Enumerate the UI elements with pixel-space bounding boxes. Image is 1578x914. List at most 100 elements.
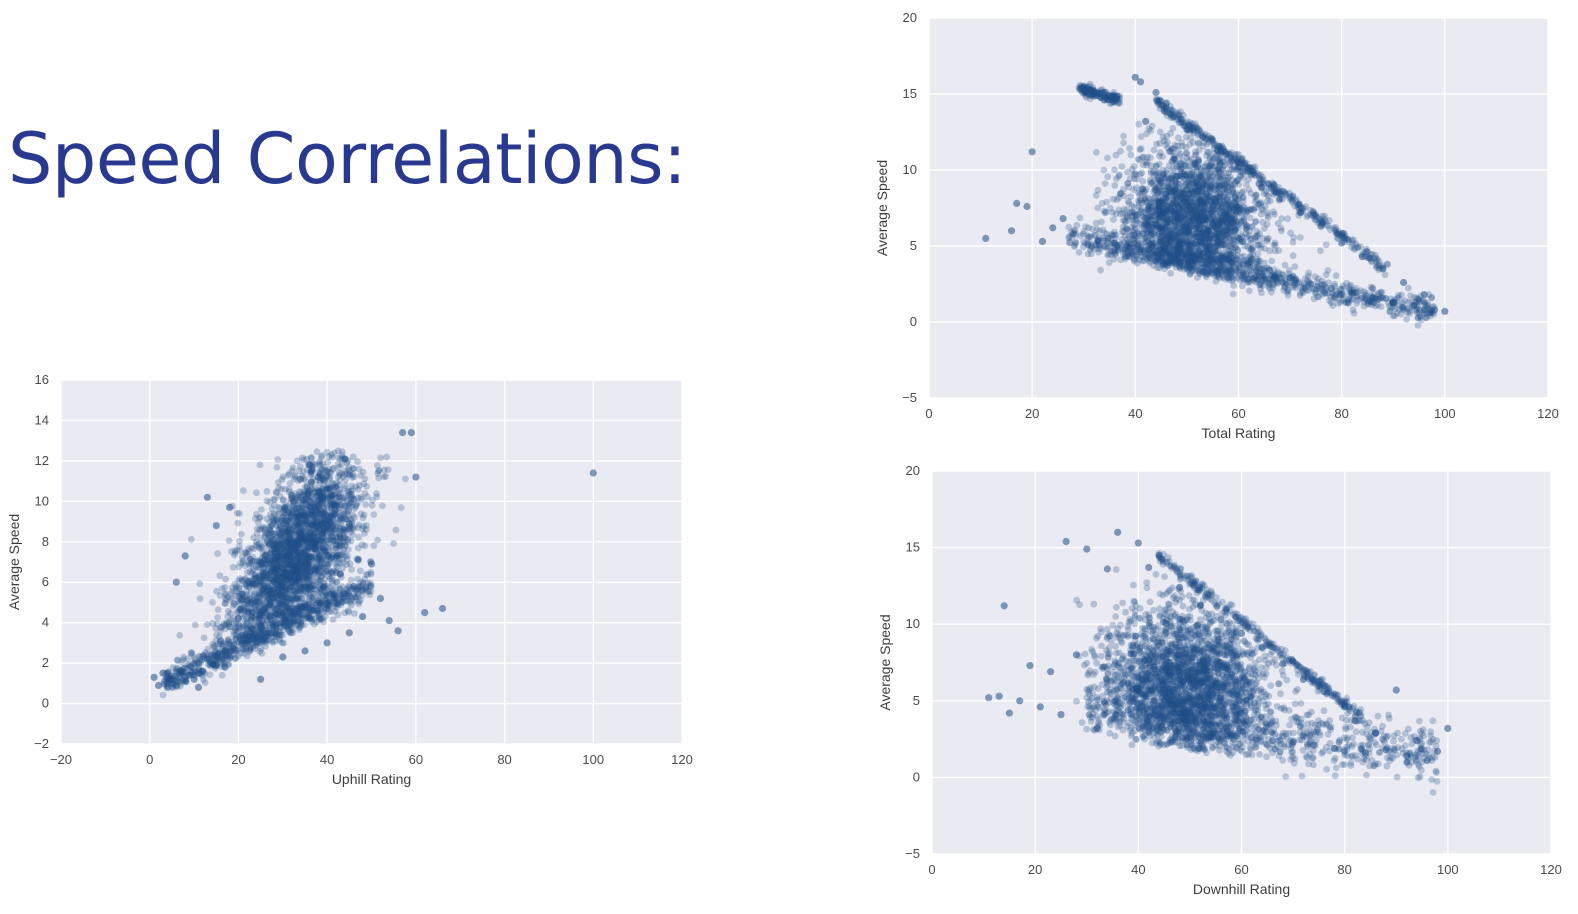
scatter-point: [353, 501, 360, 509]
scatter-point: [390, 540, 397, 547]
scatter-point: [259, 585, 267, 593]
scatter-point: [271, 605, 279, 613]
scatter-point: [320, 564, 328, 571]
scatter-point: [289, 608, 297, 616]
scatter-point: [342, 527, 350, 534]
scatter-point: [320, 519, 328, 527]
scatter-point: [305, 572, 313, 580]
scatter-point: [288, 467, 296, 475]
scatter-point: [305, 594, 313, 601]
scatter-point: [285, 517, 293, 524]
scatter-point: [302, 559, 310, 566]
scatter-point: [285, 607, 293, 615]
scatter-point: [259, 635, 267, 643]
scatter-point: [351, 505, 358, 512]
scatter-point: [348, 491, 356, 499]
scatter-point: [259, 585, 267, 592]
scatter-point: [315, 555, 322, 563]
scatter-point: [316, 577, 323, 584]
scatter-point: [294, 502, 301, 509]
scatter-point: [316, 513, 324, 521]
scatter-point: [231, 549, 239, 557]
scatter-point: [283, 603, 290, 611]
scatter-point: [266, 523, 273, 531]
scatter-point: [240, 623, 247, 630]
scatter-point: [274, 556, 282, 564]
scatter-point: [305, 580, 313, 588]
scatter-point: [274, 518, 282, 526]
scatter-point: [300, 604, 307, 612]
scatter-point: [311, 566, 319, 574]
scatter-point: [308, 510, 316, 517]
y-tick-label: −2: [34, 736, 49, 751]
scatter-point: [268, 513, 276, 521]
scatter-point: [327, 513, 335, 521]
scatter-point: [284, 604, 292, 612]
scatter-point: [306, 582, 314, 590]
scatter-point: [268, 588, 275, 596]
scatter-point: [342, 534, 350, 541]
scatter-point: [253, 510, 260, 518]
scatter-point: [308, 522, 315, 529]
scatter-point: [274, 615, 281, 623]
scatter-point: [259, 557, 267, 565]
scatter-point: [308, 522, 316, 529]
scatter-point: [322, 512, 330, 519]
scatter-point: [235, 605, 243, 613]
scatter-point: [259, 523, 267, 531]
scatter-point: [258, 635, 265, 643]
scatter-point: [261, 584, 269, 591]
scatter-point: [332, 578, 340, 586]
y-tick-label: 6: [42, 574, 49, 589]
scatter-point: [259, 590, 267, 598]
scatter-point: [309, 521, 317, 529]
scatter-point: [363, 493, 371, 501]
scatter-point: [264, 541, 272, 549]
scatter-point: [300, 573, 308, 581]
scatter-point: [288, 597, 295, 605]
scatter-point: [266, 586, 274, 594]
scatter-point: [257, 564, 265, 572]
x-tick-label: 80: [497, 752, 511, 767]
scatter-point: [274, 576, 281, 584]
scatter-point: [256, 639, 263, 647]
scatter-point: [257, 621, 264, 628]
scatter-point: [300, 535, 308, 543]
scatter-point: [307, 566, 315, 574]
scatter-point: [327, 575, 334, 583]
scatter-point: [234, 519, 242, 527]
y-tick-label: 10: [35, 493, 49, 508]
scatter-point: [307, 553, 315, 560]
scatter-point: [321, 477, 328, 484]
scatter-point: [287, 529, 294, 537]
scatter-point: [254, 594, 262, 602]
scatter-point: [282, 609, 290, 617]
scatter-point: [346, 490, 354, 498]
scatter-point: [265, 590, 273, 598]
scatter-point: [343, 555, 351, 563]
scatter-point: [285, 563, 292, 570]
scatter-point: [322, 515, 330, 523]
scatter-point: [316, 568, 324, 575]
scatter-point: [279, 545, 287, 553]
scatter-point: [263, 497, 271, 505]
scatter-point: [329, 536, 337, 544]
scatter-point: [317, 553, 324, 561]
scatter-point: [275, 600, 283, 607]
scatter-point: [318, 573, 325, 580]
scatter-point: [291, 498, 299, 506]
scatter-point: [283, 569, 290, 577]
scatter-point: [292, 547, 300, 554]
scatter-point: [350, 464, 357, 472]
scatter-point: [270, 577, 278, 585]
scatter-point: [300, 492, 308, 499]
scatter-point: [254, 561, 262, 569]
scatter-point: [309, 553, 317, 561]
scatter-point: [272, 545, 280, 553]
scatter-point: [298, 538, 305, 546]
scatter-point: [336, 560, 344, 567]
scatter-point: [317, 544, 325, 552]
scatter-point: [325, 561, 332, 569]
scatter-point: [313, 555, 320, 563]
scatter-point: [259, 591, 267, 599]
